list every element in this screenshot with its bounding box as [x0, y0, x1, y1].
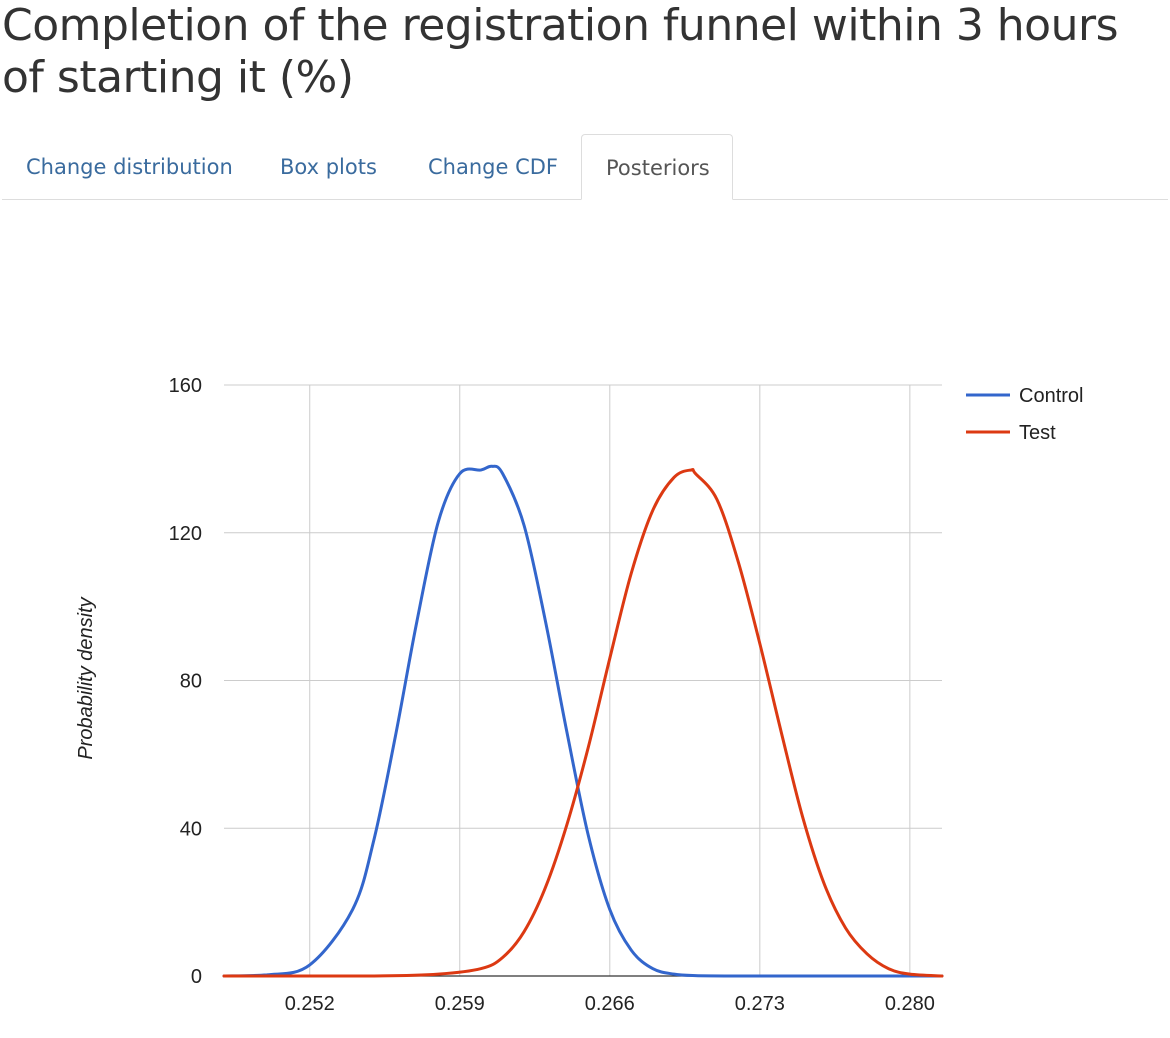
legend-label-control: Control [1019, 385, 1083, 407]
y-tick-label: 40 [180, 818, 202, 840]
x-tick-label: 0.252 [285, 993, 335, 1015]
y-tick-label: 120 [169, 523, 202, 545]
legend-label-test: Test [1019, 422, 1056, 444]
y-axis-title: Probability density [75, 596, 97, 759]
y-tick-label: 80 [180, 671, 202, 693]
series-line-control [222, 464, 944, 978]
x-tick-label: 0.259 [435, 993, 485, 1015]
y-tick-label: 0 [191, 966, 202, 988]
x-tick-label: 0.266 [585, 993, 635, 1015]
x-tick-label: 0.280 [885, 993, 935, 1015]
y-tick-label: 160 [169, 375, 202, 397]
page-title: Completion of the registration funnel wi… [2, 0, 1119, 103]
tab-bar: Change distribution Box plots Change CDF… [2, 134, 1168, 200]
tab-box-plots[interactable]: Box plots [280, 155, 377, 179]
tab-posteriors[interactable]: Posteriors [581, 134, 733, 200]
tab-change-distribution[interactable]: Change distribution [26, 155, 233, 179]
tab-change-cdf[interactable]: Change CDF [428, 155, 558, 179]
series-line-test [222, 468, 944, 978]
x-tick-label: 0.273 [735, 993, 785, 1015]
